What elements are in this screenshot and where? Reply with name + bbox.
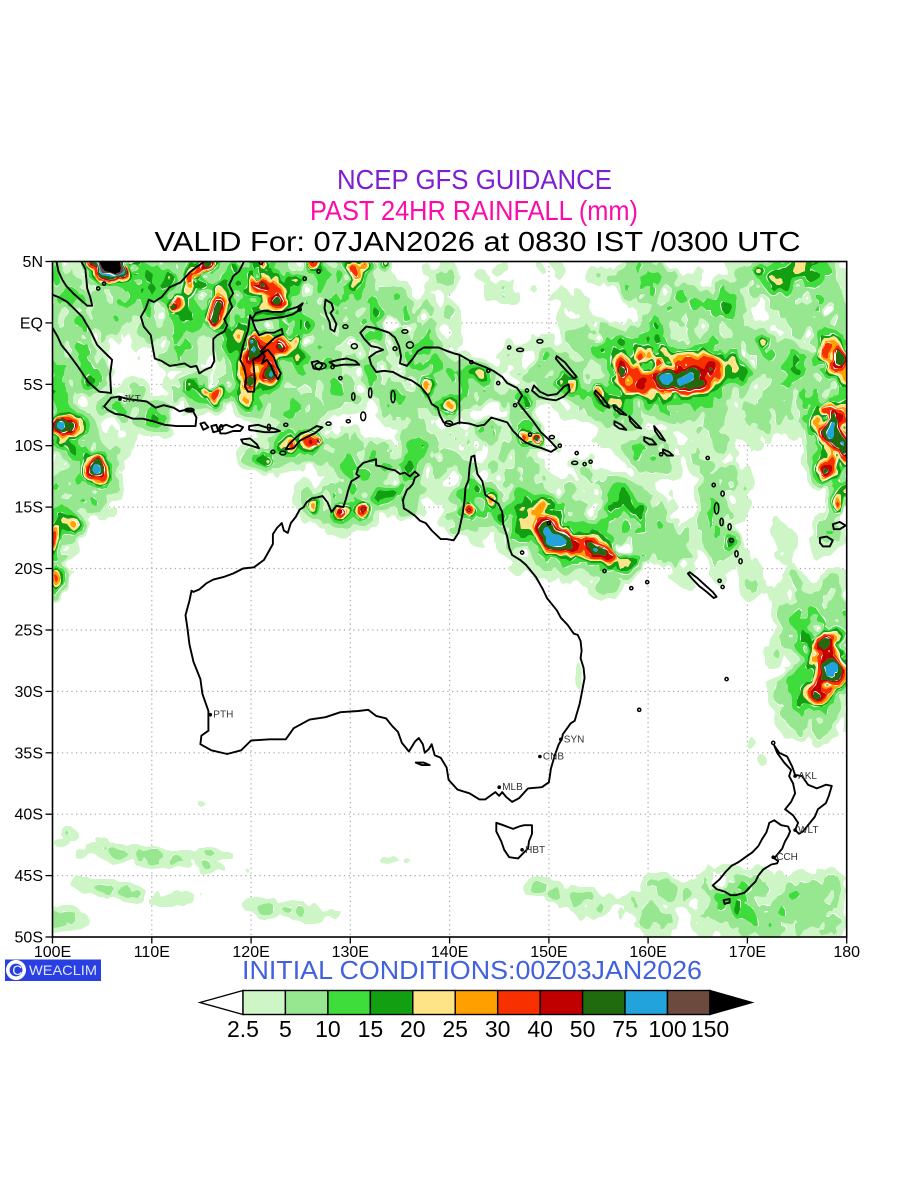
svg-text:10S: 10S	[15, 438, 43, 455]
svg-text:JKT: JKT	[123, 394, 141, 405]
svg-text:100E: 100E	[34, 944, 71, 961]
svg-text:140E: 140E	[431, 944, 468, 961]
svg-text:PTH: PTH	[213, 710, 233, 721]
svg-text:EQ: EQ	[20, 315, 43, 332]
svg-text:NCEP GFS GUIDANCE: NCEP GFS GUIDANCE	[337, 164, 612, 195]
svg-text:C: C	[12, 963, 22, 978]
svg-text:100: 100	[648, 1016, 686, 1042]
svg-text:15: 15	[358, 1016, 384, 1042]
svg-text:20S: 20S	[15, 561, 43, 578]
svg-text:5: 5	[279, 1016, 292, 1042]
svg-text:35S: 35S	[15, 745, 43, 762]
svg-text:HBT: HBT	[525, 845, 545, 856]
svg-text:50S: 50S	[15, 930, 43, 947]
svg-text:130E: 130E	[332, 944, 369, 961]
svg-text:45S: 45S	[15, 868, 43, 885]
svg-text:120E: 120E	[232, 944, 269, 961]
svg-text:SYN: SYN	[564, 734, 585, 745]
svg-text:CCH: CCH	[776, 852, 798, 863]
svg-text:10: 10	[315, 1016, 341, 1042]
svg-text:25S: 25S	[15, 623, 43, 640]
svg-text:15S: 15S	[15, 500, 43, 517]
svg-text:5N: 5N	[23, 254, 43, 271]
svg-text:2.5: 2.5	[227, 1016, 259, 1042]
svg-text:PAST 24HR RAINFALL (mm): PAST 24HR RAINFALL (mm)	[310, 195, 638, 226]
svg-text:150E: 150E	[530, 944, 567, 961]
svg-text:110E: 110E	[134, 944, 170, 961]
svg-text:180: 180	[833, 944, 860, 961]
svg-text:20: 20	[400, 1016, 426, 1042]
svg-text:50: 50	[570, 1016, 596, 1042]
svg-text:30S: 30S	[15, 684, 43, 701]
svg-text:WLT: WLT	[798, 825, 818, 836]
svg-text:VALID For: 07JAN2026 at 0830 I: VALID For: 07JAN2026 at 0830 IST /0300 U…	[155, 226, 801, 257]
svg-text:WEACLIM: WEACLIM	[29, 962, 97, 978]
svg-text:40S: 40S	[15, 807, 43, 824]
svg-text:30: 30	[485, 1016, 511, 1042]
svg-text:75: 75	[612, 1016, 638, 1042]
svg-text:160E: 160E	[629, 944, 666, 961]
svg-text:INITIAL CONDITIONS:00Z03JAN202: INITIAL CONDITIONS:00Z03JAN2026	[242, 955, 702, 985]
svg-text:CNB: CNB	[543, 752, 564, 763]
svg-text:5S: 5S	[23, 377, 43, 394]
svg-text:AKL: AKL	[798, 771, 817, 782]
svg-text:150: 150	[691, 1016, 729, 1042]
svg-text:40: 40	[527, 1016, 553, 1042]
svg-text:170E: 170E	[729, 944, 766, 961]
svg-text:25: 25	[442, 1016, 468, 1042]
svg-text:MLB: MLB	[502, 782, 523, 793]
